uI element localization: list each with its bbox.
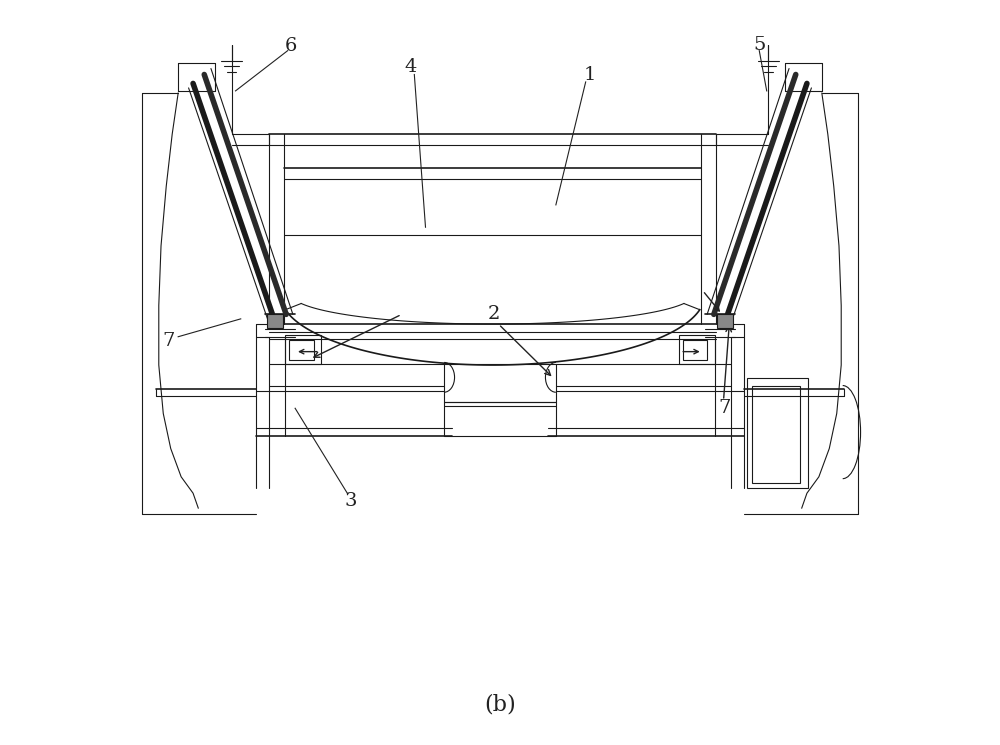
Bar [267, 314, 283, 328]
Bar [717, 314, 733, 328]
Text: 3: 3 [345, 492, 357, 510]
Bar [289, 340, 314, 360]
Bar [285, 335, 321, 364]
Bar [683, 340, 707, 360]
Text: 7: 7 [719, 399, 731, 417]
Bar [444, 364, 556, 402]
Text: 7: 7 [162, 332, 175, 350]
Text: 5: 5 [753, 36, 765, 54]
Text: 2: 2 [488, 305, 500, 323]
Text: 4: 4 [404, 58, 417, 76]
Bar [444, 402, 556, 436]
Bar [679, 335, 715, 364]
Bar [752, 386, 800, 483]
Text: 1: 1 [583, 66, 596, 83]
Bar [747, 378, 808, 488]
Text: 6: 6 [285, 37, 298, 55]
Text: (b): (b) [484, 693, 516, 715]
